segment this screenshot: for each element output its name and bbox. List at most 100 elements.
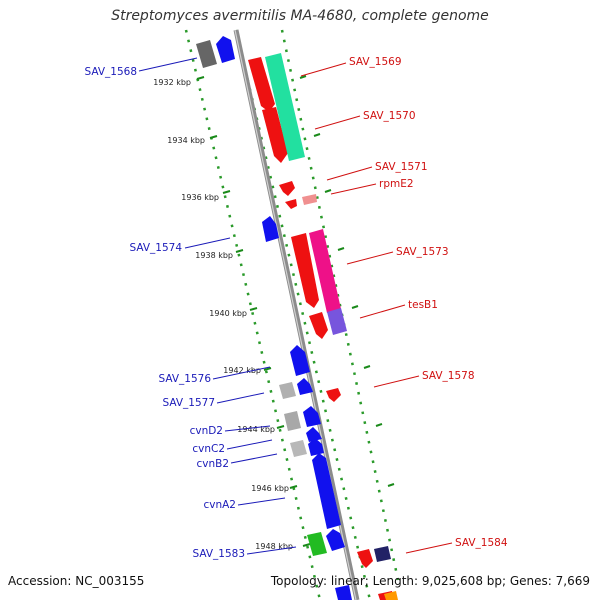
gene-forward[interactable] bbox=[302, 194, 317, 205]
gene-forward[interactable] bbox=[309, 229, 341, 313]
track-tick bbox=[375, 423, 383, 427]
forward-leader-lines bbox=[300, 62, 453, 554]
genome-backbone bbox=[233, 29, 360, 600]
gene-label[interactable]: cvnB2 bbox=[196, 458, 229, 470]
kbp-label: 1940 kbp bbox=[209, 309, 247, 318]
gene-reverse[interactable] bbox=[279, 382, 296, 399]
kbp-label: 1944 kbp bbox=[237, 425, 275, 434]
kbp-tick-labels: 1932 kbp 1934 kbp 1936 kbp 1938 kbp 1940… bbox=[153, 78, 293, 551]
kbp-label: 1936 kbp bbox=[181, 193, 219, 202]
kbp-tick-mark bbox=[196, 76, 205, 80]
gene-label[interactable]: SAV_1576 bbox=[158, 373, 211, 385]
gene-label[interactable]: SAV_1578 bbox=[422, 370, 475, 382]
leader-line bbox=[373, 375, 420, 388]
leader-line bbox=[230, 453, 278, 464]
gene-forward[interactable] bbox=[248, 57, 275, 112]
kbp-label: 1932 kbp bbox=[153, 78, 191, 87]
track-tick bbox=[351, 305, 359, 309]
gene-label[interactable]: SAV_1570 bbox=[363, 110, 416, 122]
kbp-tick-mark bbox=[209, 135, 218, 139]
gene-forward[interactable] bbox=[279, 181, 295, 196]
leader-line bbox=[226, 439, 273, 450]
leader-line bbox=[300, 62, 347, 77]
leader-line bbox=[330, 183, 377, 195]
track-tick bbox=[387, 483, 395, 487]
gene-reverse[interactable] bbox=[335, 585, 352, 600]
gene-reverse[interactable] bbox=[303, 406, 321, 427]
gene-reverse[interactable] bbox=[284, 411, 301, 431]
forward-strand-genes bbox=[248, 53, 398, 600]
gene-label[interactable]: rpmE2 bbox=[379, 178, 414, 190]
gene-reverse[interactable] bbox=[326, 529, 345, 551]
genome-info-text: Topology: linear; Length: 9,025,608 bp; … bbox=[270, 574, 590, 588]
kbp-tick-mark bbox=[263, 367, 272, 371]
map-title: Streptomyces avermitilis MA-4680, comple… bbox=[111, 8, 489, 24]
gene-reverse[interactable] bbox=[196, 40, 217, 68]
gene-forward[interactable] bbox=[285, 199, 297, 209]
track-tick bbox=[299, 75, 307, 79]
forward-gene-labels: SAV_1569 SAV_1570 SAV_1571 rpmE2 SAV_157… bbox=[349, 56, 508, 549]
gene-reverse[interactable] bbox=[306, 427, 322, 442]
kbp-tick-mark bbox=[249, 307, 258, 311]
leader-line bbox=[405, 542, 453, 554]
gene-reverse[interactable] bbox=[216, 36, 235, 63]
leader-line bbox=[346, 251, 394, 265]
gene-forward[interactable] bbox=[327, 308, 347, 335]
gene-forward[interactable] bbox=[357, 549, 373, 568]
gene-forward[interactable] bbox=[326, 388, 341, 402]
leader-line bbox=[246, 546, 297, 555]
accession-text: Accession: NC_003155 bbox=[8, 574, 145, 588]
leader-line bbox=[224, 425, 271, 432]
gene-label[interactable]: cvnA2 bbox=[203, 499, 236, 511]
kbp-label: 1934 kbp bbox=[167, 136, 205, 145]
track-tick bbox=[337, 247, 345, 251]
leader-line bbox=[216, 392, 265, 404]
gene-forward[interactable] bbox=[291, 233, 319, 308]
gene-forward[interactable] bbox=[309, 312, 328, 339]
kbp-tick-mark bbox=[289, 485, 298, 489]
leader-line bbox=[212, 366, 271, 380]
gene-label[interactable]: cvnC2 bbox=[192, 443, 225, 455]
gene-label[interactable]: SAV_1583 bbox=[192, 548, 245, 560]
gene-reverse[interactable] bbox=[290, 345, 310, 376]
gene-forward[interactable] bbox=[374, 546, 391, 562]
gene-reverse[interactable] bbox=[262, 216, 279, 242]
gene-reverse[interactable] bbox=[312, 453, 341, 529]
kbp-label: 1948 kbp bbox=[255, 542, 293, 551]
reverse-gene-labels: SAV_1568 SAV_1574 SAV_1576 SAV_1577 cvnD… bbox=[84, 66, 245, 560]
gene-reverse[interactable] bbox=[290, 440, 307, 457]
gene-forward[interactable] bbox=[384, 591, 398, 600]
gene-label[interactable]: SAV_1568 bbox=[84, 66, 137, 78]
kbp-label: 1942 kbp bbox=[223, 366, 261, 375]
gene-label[interactable]: tesB1 bbox=[408, 299, 438, 311]
gene-label[interactable]: SAV_1571 bbox=[375, 161, 428, 173]
leader-line bbox=[138, 57, 198, 72]
reverse-strand-genes bbox=[196, 36, 352, 600]
leader-line bbox=[184, 237, 231, 249]
gene-label[interactable]: SAV_1573 bbox=[396, 246, 449, 258]
gene-reverse[interactable] bbox=[297, 378, 313, 395]
gene-forward[interactable] bbox=[265, 53, 305, 161]
gene-forward[interactable] bbox=[262, 107, 288, 163]
leader-line bbox=[314, 115, 361, 130]
gene-reverse[interactable] bbox=[308, 438, 324, 456]
gene-label[interactable]: SAV_1584 bbox=[455, 537, 508, 549]
leader-line bbox=[237, 497, 286, 506]
leader-line bbox=[326, 166, 373, 181]
leader-line bbox=[359, 304, 406, 319]
reverse-leader-lines bbox=[138, 57, 297, 555]
kbp-tick-mark bbox=[302, 543, 311, 547]
kbp-tick-mark bbox=[235, 249, 244, 253]
track-tick bbox=[363, 365, 371, 369]
gene-reverse[interactable] bbox=[307, 532, 327, 556]
kbp-label: 1946 kbp bbox=[251, 484, 289, 493]
gene-label[interactable]: SAV_1574 bbox=[129, 242, 182, 254]
kbp-ticks bbox=[196, 75, 395, 547]
kbp-tick-mark bbox=[222, 190, 231, 194]
gene-label[interactable]: SAV_1569 bbox=[349, 56, 402, 68]
gene-label[interactable]: SAV_1577 bbox=[162, 397, 215, 409]
kbp-tick-mark bbox=[276, 425, 285, 429]
track-tick bbox=[313, 133, 321, 137]
gene-label[interactable]: cvnD2 bbox=[190, 425, 223, 437]
